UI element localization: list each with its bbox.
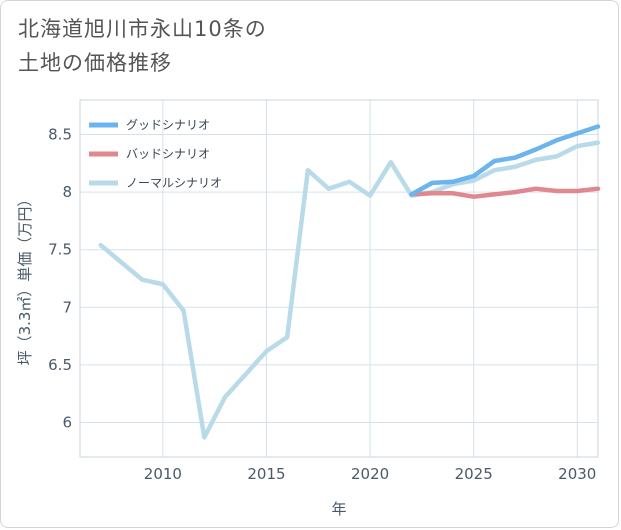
legend-label-0: グッドシナリオ [126, 118, 210, 132]
x-axis-title: 年 [331, 500, 346, 518]
y-tick-label: 6 [62, 413, 72, 431]
series-line-0 [409, 124, 601, 197]
x-tick-label: 2010 [144, 465, 182, 483]
series-line-1 [409, 186, 601, 199]
plot-area-frame [79, 99, 599, 458]
title-line-2: 土地の価格推移 [18, 51, 172, 75]
x-tick-label: 2030 [558, 465, 596, 483]
axes: 2010 2015 2020 2025 2030 6 6.5 7 7.5 8 8.5 [48, 99, 599, 483]
title-line-1: 北海道旭川市永山10条の [18, 17, 267, 41]
y-tick-label: 7 [62, 298, 72, 316]
legend-label-2: ノーマルシナリオ [126, 176, 222, 190]
y-tick-label: 8 [62, 183, 72, 201]
y-axis-title: 坪（3.3㎡）単価（万円） [16, 192, 34, 366]
series-lines [98, 124, 601, 440]
legend-label-1: バッドシナリオ [126, 147, 210, 161]
y-tick-label: 6.5 [48, 356, 72, 374]
chart-title: 北海道旭川市永山10条の 土地の価格推移 [18, 12, 438, 80]
x-tick-label: 2015 [247, 465, 285, 483]
series-line-2 [98, 140, 601, 440]
x-tick-label: 2025 [455, 465, 493, 483]
x-tick-label: 2020 [351, 465, 389, 483]
y-tick-label: 8.5 [48, 126, 72, 144]
y-tick-label: 7.5 [48, 241, 72, 259]
